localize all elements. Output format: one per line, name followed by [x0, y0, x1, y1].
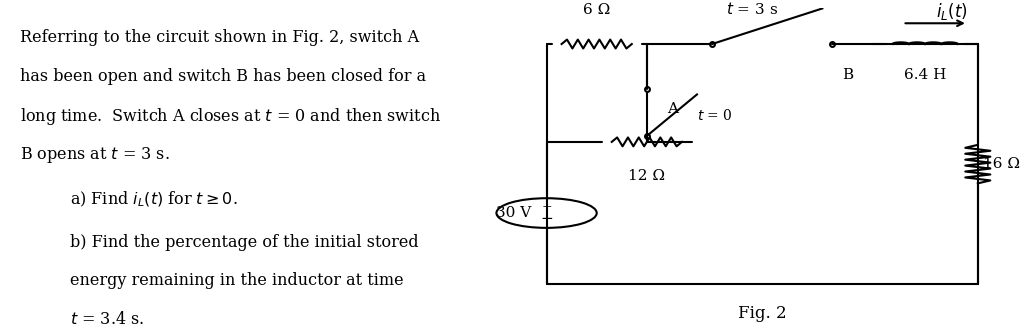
- Text: 6.4 H: 6.4 H: [904, 68, 946, 82]
- Text: 6 Ω: 6 Ω: [583, 3, 610, 17]
- Text: energy remaining in the inductor at time: energy remaining in the inductor at time: [71, 272, 403, 289]
- Text: 16 Ω: 16 Ω: [983, 157, 1020, 171]
- Text: $t$ = 3 s: $t$ = 3 s: [726, 1, 778, 17]
- Text: +: +: [542, 201, 552, 215]
- Text: B opens at $t$ = 3 s.: B opens at $t$ = 3 s.: [20, 145, 170, 165]
- Text: $t$ = 0: $t$ = 0: [697, 108, 733, 123]
- Text: b) Find the percentage of the initial stored: b) Find the percentage of the initial st…: [71, 234, 419, 251]
- Text: has been open and switch B has been closed for a: has been open and switch B has been clos…: [20, 68, 426, 85]
- Text: Fig. 2: Fig. 2: [738, 305, 786, 322]
- Text: $t$ = 3.4 s.: $t$ = 3.4 s.: [71, 311, 144, 327]
- Text: B: B: [843, 68, 854, 82]
- Text: $i_L(t)$: $i_L(t)$: [936, 1, 968, 22]
- Text: −: −: [541, 212, 553, 226]
- Text: A: A: [667, 102, 678, 116]
- Text: a) Find $i_L(t)$ for $t \geq 0$.: a) Find $i_L(t)$ for $t \geq 0$.: [71, 189, 238, 209]
- Text: long time.  Switch A closes at $t$ = 0 and then switch: long time. Switch A closes at $t$ = 0 an…: [20, 106, 441, 127]
- Text: Referring to the circuit shown in Fig. 2, switch A: Referring to the circuit shown in Fig. 2…: [20, 29, 419, 46]
- Text: 12 Ω: 12 Ω: [629, 168, 666, 182]
- Text: 30 V: 30 V: [497, 206, 531, 220]
